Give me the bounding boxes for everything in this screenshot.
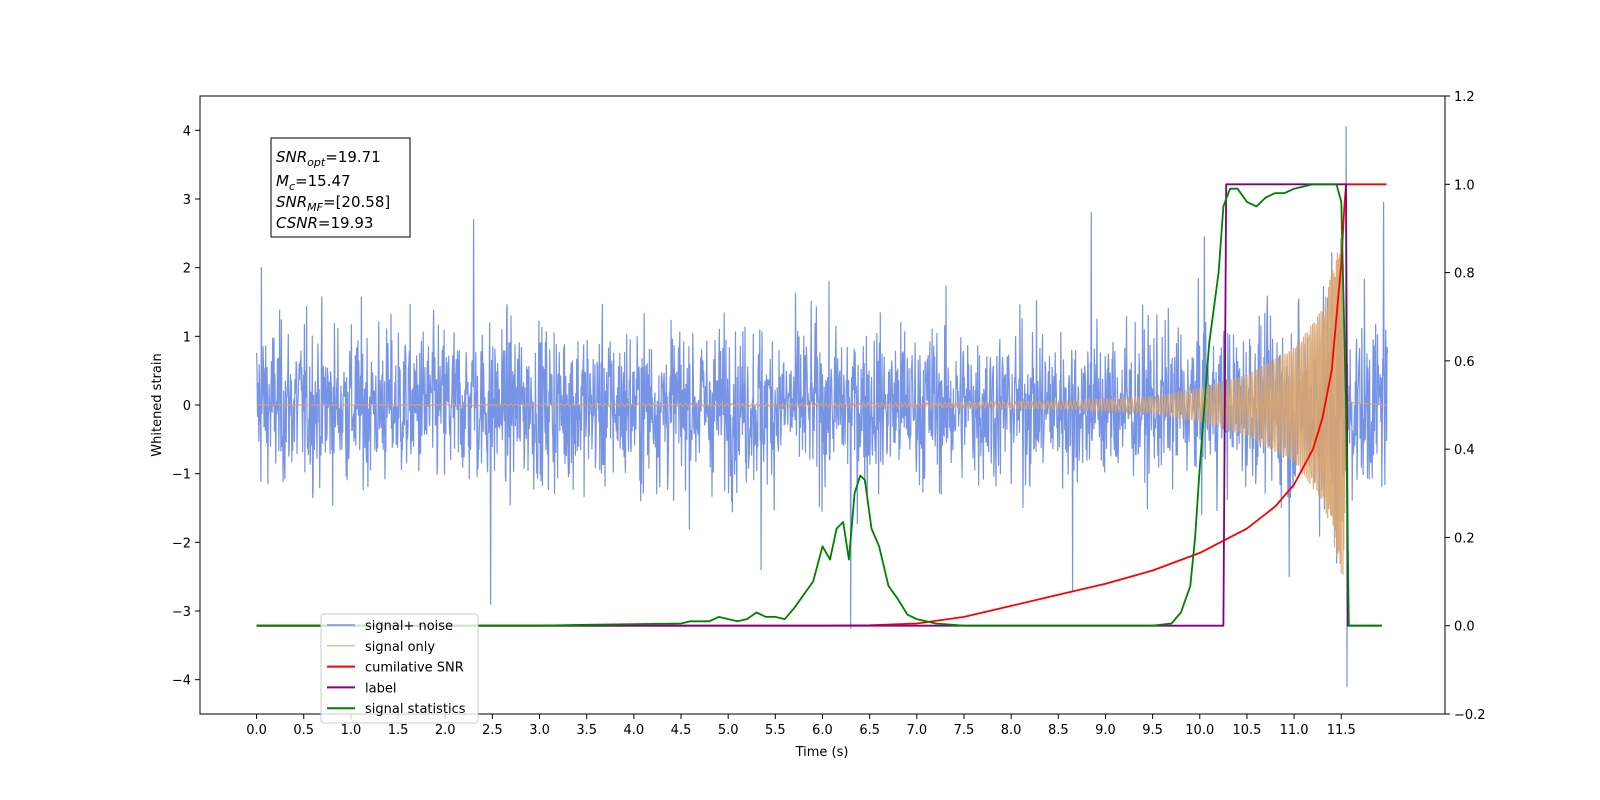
- legend-label: signal only: [365, 640, 435, 655]
- annotation-box: SNRopt=19.71 Mc=15.47 SNRMF=[20.58] CSNR…: [270, 137, 411, 238]
- y-tick-label: −4: [172, 674, 191, 689]
- x-tick-label: 9.0: [1095, 723, 1116, 738]
- y-axis-label: Whitened strain: [150, 353, 165, 456]
- y2-tick-label: 0.8: [1454, 267, 1475, 282]
- x-tick-label: 2.0: [435, 723, 456, 738]
- x-tick-label: 6.5: [859, 723, 880, 738]
- legend-label: signal statistics: [365, 702, 466, 717]
- x-tick-label: 3.0: [529, 723, 550, 738]
- annotation-main: CSNR: [276, 214, 318, 232]
- annotation-frame: [270, 137, 411, 238]
- series-layer: [256, 126, 1389, 688]
- x-tick-label: 4.0: [624, 723, 645, 738]
- annotation-value: =19.71: [325, 148, 381, 166]
- x-tick-label: 11.0: [1280, 723, 1309, 738]
- x-axis-label: Time (s): [795, 745, 849, 760]
- annotation-sub: MF: [307, 201, 323, 214]
- y-tick-label: −1: [172, 468, 191, 483]
- series-cumulative-snr-line: [256, 183, 1387, 627]
- y2-tick-label: 1.0: [1454, 178, 1475, 193]
- x-tick-label: 4.5: [671, 723, 692, 738]
- y2-tick-label: 1.2: [1454, 90, 1475, 105]
- y-axis-ticks: 4 3 2 1 0 −1 −2 −3 −4: [172, 124, 200, 689]
- x-tick-label: 1.5: [388, 723, 409, 738]
- y-tick-label: −3: [172, 605, 191, 620]
- annotation-main: M: [276, 172, 289, 190]
- x-tick-label: 8.5: [1048, 723, 1069, 738]
- x-tick-label: 2.5: [482, 723, 503, 738]
- x-tick-label: 7.5: [954, 723, 975, 738]
- x-tick-label: 8.0: [1001, 723, 1022, 738]
- y2-tick-label: 0.6: [1454, 355, 1475, 370]
- legend-label: cumilative SNR: [365, 661, 464, 676]
- annotation-main: SNR: [276, 148, 307, 166]
- y2-tick-label: 0.2: [1454, 531, 1475, 546]
- legend-items: signal+ noise signal only cumilative SNR la…: [327, 619, 466, 717]
- legend-frame: [320, 613, 479, 724]
- x-tick-label: 1.0: [341, 723, 362, 738]
- annotation-value: =19.93: [318, 214, 374, 232]
- annotation-sub: opt: [307, 156, 326, 169]
- annotation-line-snr-mf: SNRMF=[20.58]: [276, 193, 390, 214]
- x-axis-ticks: 0.0 0.5 1.0 1.5 2.0 2.5 3.0 3.5 4.0 4.5 5.0 5.5 6.0 6…: [246, 714, 1356, 738]
- annotation-value: =[20.58]: [323, 193, 390, 211]
- legend-label: label: [365, 681, 396, 696]
- annotation-line-mc: Mc=15.47: [276, 172, 351, 193]
- y2-tick-label: 0.0: [1454, 620, 1475, 635]
- x-tick-label: 5.0: [718, 723, 739, 738]
- annotation-line-snr-opt: SNRopt=19.71: [276, 148, 381, 169]
- y-tick-label: 4: [183, 124, 191, 139]
- y-tick-label: 3: [183, 193, 191, 208]
- y-tick-label: −2: [172, 536, 191, 551]
- annotation-value: =15.47: [295, 172, 351, 190]
- y-tick-label: 1: [183, 330, 191, 345]
- x-tick-label: 10.0: [1185, 723, 1214, 738]
- y2-tick-label: 0.4: [1454, 443, 1475, 458]
- annotation-line-csnr: CSNR=19.93: [276, 214, 373, 232]
- y-tick-label: 2: [183, 262, 191, 277]
- series-signal-statistics-line: [256, 183, 1382, 627]
- x-tick-label: 0.5: [293, 723, 314, 738]
- x-tick-label: 5.5: [765, 723, 786, 738]
- x-tick-label: 3.5: [576, 723, 597, 738]
- x-tick-label: 0.0: [246, 723, 267, 738]
- y2-axis-ticks: 1.2 1.0 0.8 0.6 0.4 0.2 0.0 −0.2: [1445, 90, 1486, 723]
- legend-label: signal+ noise: [365, 619, 453, 634]
- x-tick-label: 7.0: [906, 723, 927, 738]
- x-tick-label: 6.0: [812, 723, 833, 738]
- y-tick-label: 0: [183, 399, 191, 414]
- x-tick-label: 9.5: [1142, 723, 1163, 738]
- legend: signal+ noise signal only cumilative SNR la…: [320, 613, 479, 724]
- x-tick-label: 11.5: [1327, 723, 1356, 738]
- annotation-main: SNR: [276, 193, 307, 211]
- y2-tick-label: −0.2: [1454, 708, 1486, 723]
- x-tick-label: 10.5: [1232, 723, 1261, 738]
- series-signal-only-line: [256, 237, 1388, 575]
- annotation-sub: c: [289, 180, 295, 193]
